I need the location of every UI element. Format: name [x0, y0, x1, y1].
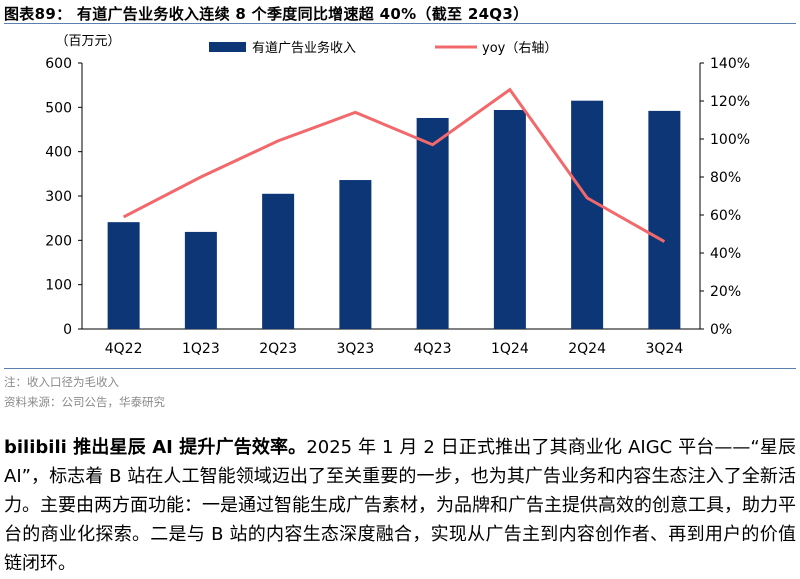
x-tick-label: 1Q24 — [491, 341, 529, 357]
legend: 有道广告业务收入 yoy（右轴） — [209, 40, 557, 56]
left-tick-label: 0 — [63, 322, 72, 338]
left-tick-label: 600 — [45, 56, 72, 72]
yoy-line — [122, 87, 666, 243]
bar-4Q22 — [107, 222, 140, 329]
bar-3Q24 — [648, 110, 681, 329]
paragraph-text: 2025 年 1 月 2 日正式推出了其商业化 AIGC 平台——“星辰 AI”… — [4, 437, 797, 574]
bar-4Q23 — [416, 117, 449, 330]
right-tick-label: 0% — [710, 322, 732, 338]
left-tick-label: 200 — [45, 233, 72, 249]
right-tick-label: 40% — [710, 246, 741, 262]
chart-note: 注：收入口径为毛收入 — [4, 375, 119, 389]
legend-label-line: yoy（右轴） — [482, 41, 557, 56]
body-paragraph: bilibili 推出星辰 AI 提升广告效率。2025 年 1 月 2 日正式… — [4, 433, 796, 578]
left-axis-label: （百万元） — [55, 34, 120, 49]
legend-swatch-bar — [209, 42, 246, 52]
chart-source: 资料来源：公司公告，华泰研究 — [4, 395, 165, 409]
bar-3Q23 — [339, 180, 372, 329]
right-tick-label: 140% — [710, 56, 750, 72]
x-tick-label: 3Q24 — [646, 341, 684, 357]
figure-caption: 图表89： 有道广告业务收入连续 8 个季度同比增速超 40%（截至 24Q3） — [4, 5, 529, 23]
legend-label-bar: 有道广告业务收入 — [252, 40, 356, 56]
right-tick-label: 100% — [710, 132, 750, 148]
caption-divider — [4, 23, 796, 24]
left-tick-label: 100 — [45, 278, 72, 294]
bar-2Q23 — [262, 193, 295, 329]
x-tick-label: 4Q22 — [105, 341, 143, 357]
chart-divider — [4, 368, 796, 369]
x-tick-label: 4Q23 — [414, 341, 452, 357]
left-tick-label: 300 — [45, 189, 72, 205]
right-tick-label: 120% — [710, 94, 750, 110]
x-tick-label: 2Q23 — [259, 341, 297, 357]
right-tick-label: 80% — [710, 170, 741, 186]
left-tick-label: 400 — [45, 145, 72, 161]
left-tick-label: 500 — [45, 100, 72, 116]
bar-2Q24 — [571, 100, 604, 329]
bar-1Q24 — [493, 109, 526, 329]
x-tick-label: 2Q24 — [568, 341, 606, 357]
right-tick-label: 60% — [710, 208, 741, 224]
right-tick-label: 20% — [710, 284, 741, 300]
bar-1Q23 — [184, 231, 217, 329]
paragraph-lead: bilibili 推出星辰 AI 提升广告效率。 — [4, 437, 307, 458]
x-tick-label: 1Q23 — [182, 341, 220, 357]
chart: （百万元） 有道广告业务收入 yoy（右轴） 0 100 200 300 400 500 6… — [45, 34, 750, 357]
x-tick-label: 3Q23 — [337, 341, 375, 357]
